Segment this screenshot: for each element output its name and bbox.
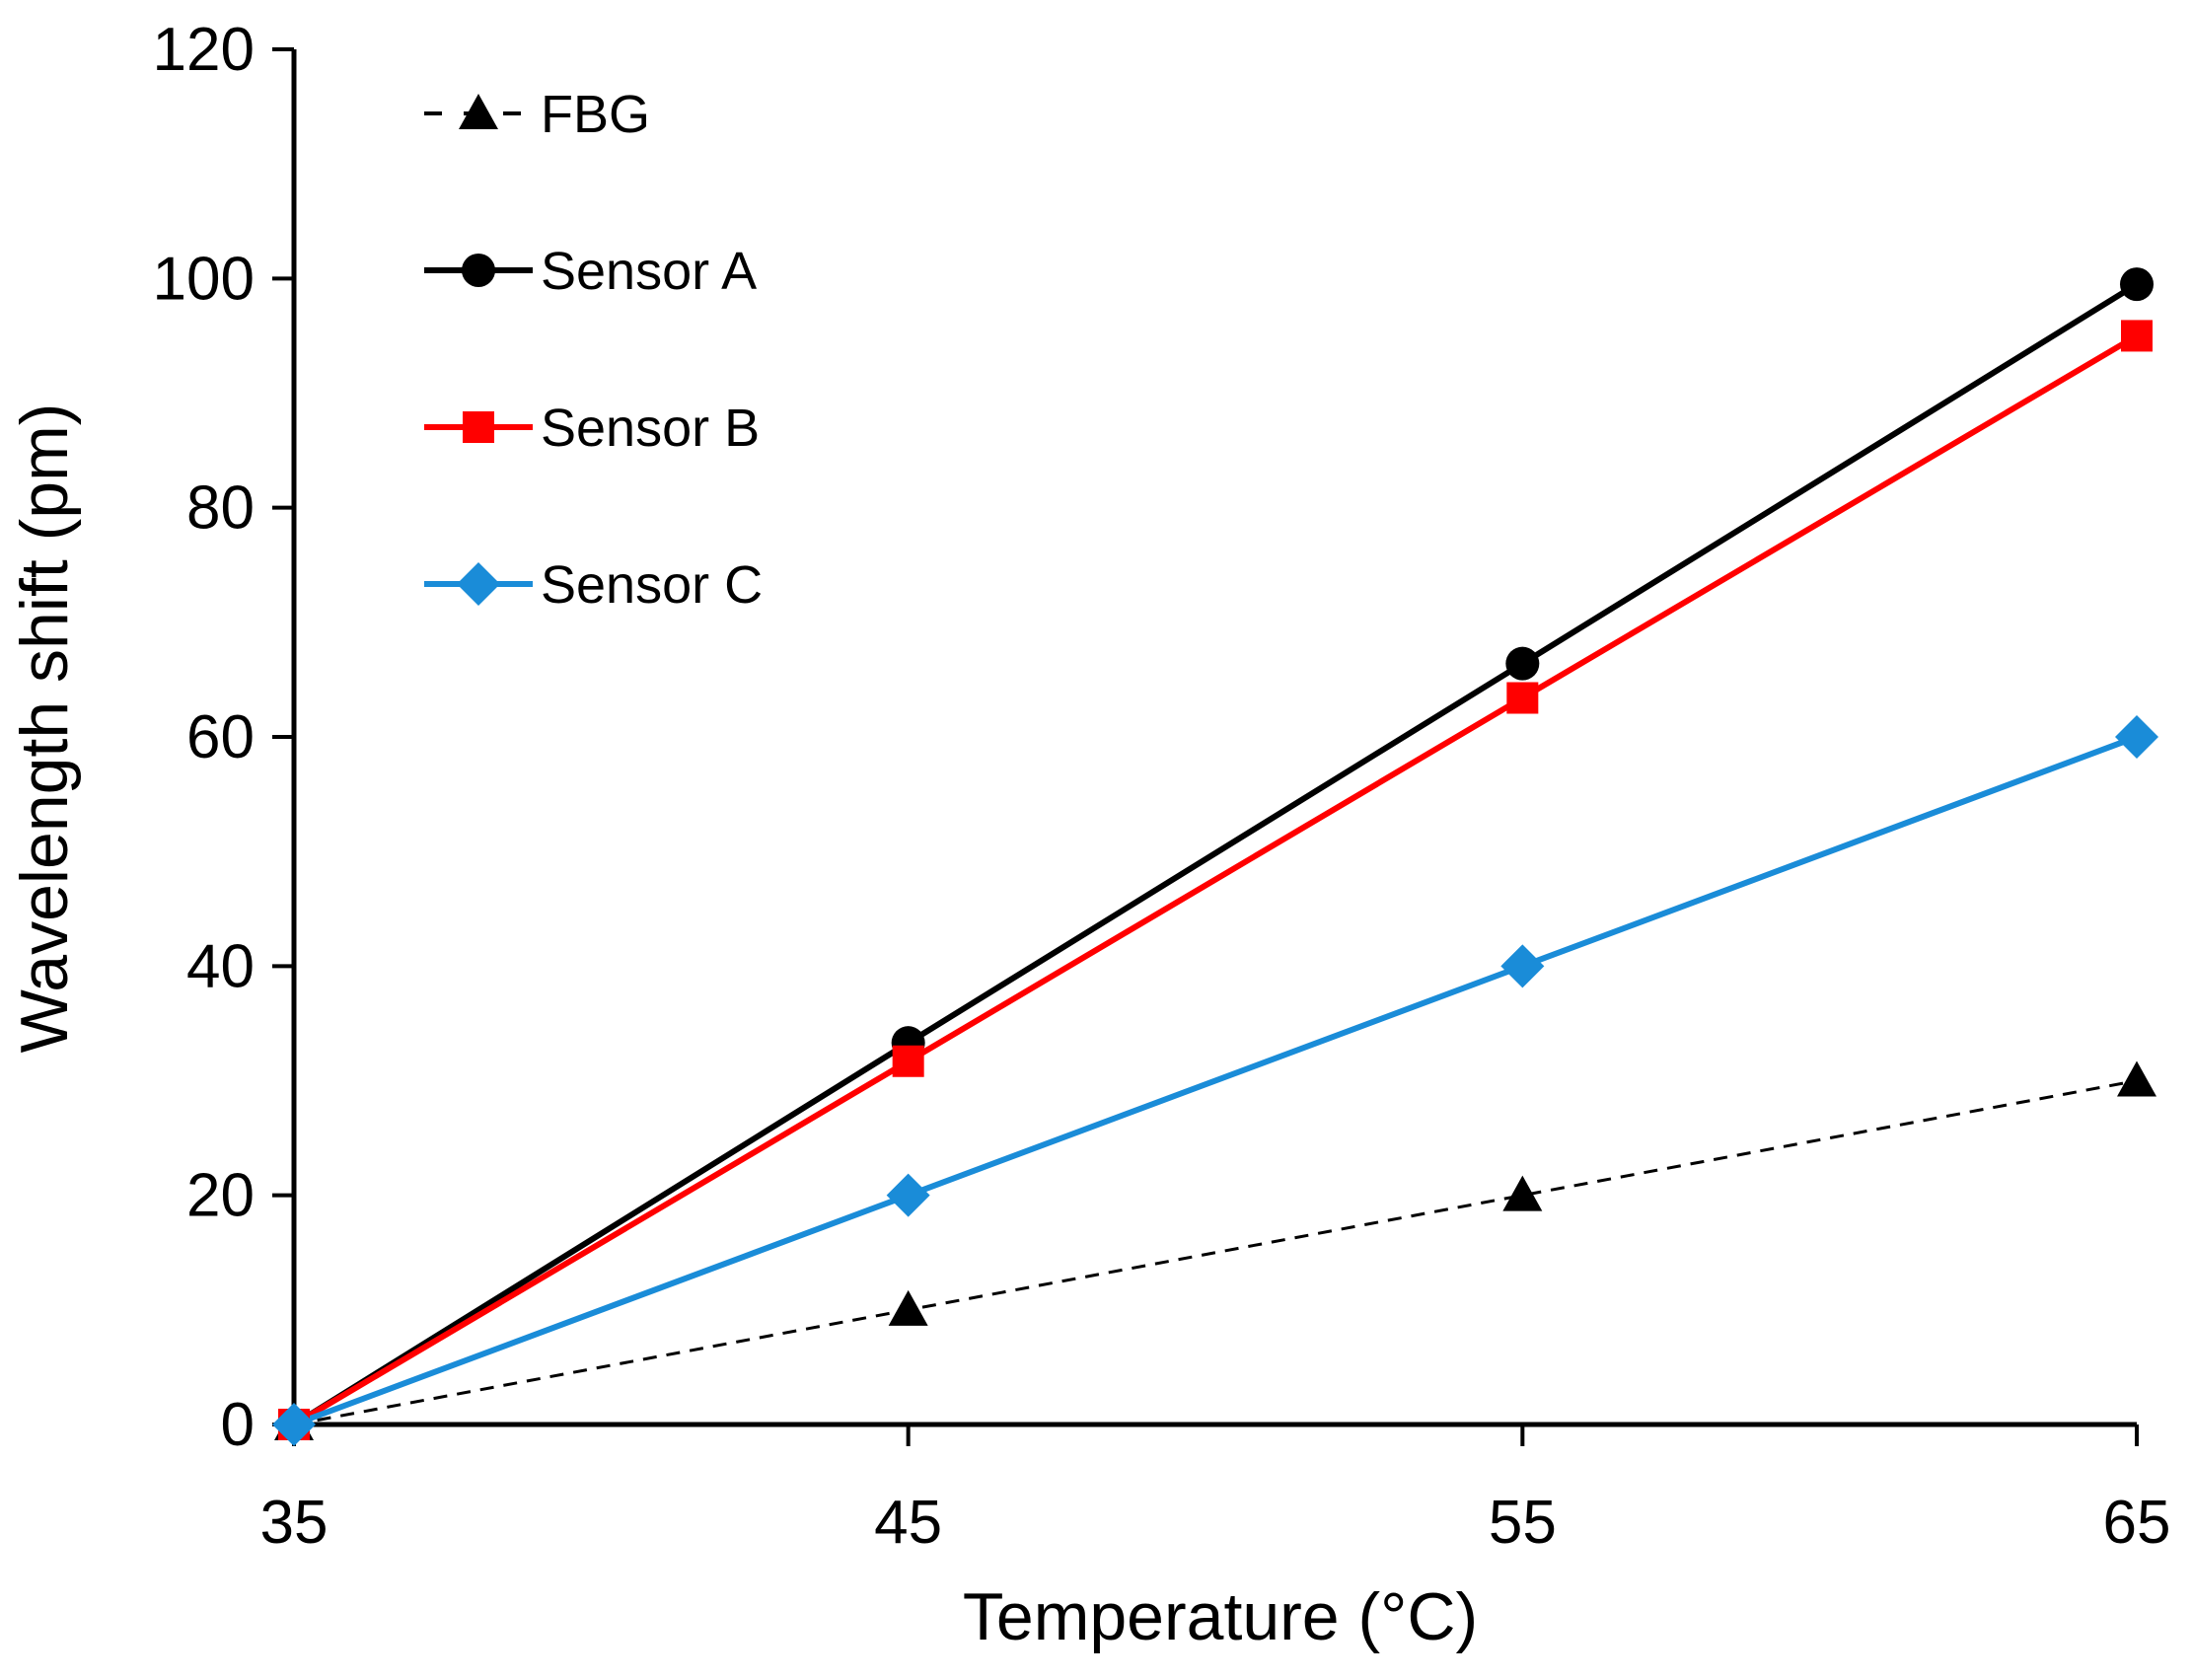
series-line-sensor-a <box>292 281 2139 1427</box>
data-point-sensor-b <box>2121 320 2153 352</box>
legend-marker-sensor-b <box>463 411 494 443</box>
legend-item-fbg: FBG <box>424 85 650 144</box>
legend-marker-sensor-c <box>457 562 500 606</box>
y-tick-label: 20 <box>186 1162 255 1230</box>
axes: 0 20 40 60 80 100 120 35 45 55 65 <box>153 16 2171 1557</box>
y-tick-label: 0 <box>221 1391 255 1459</box>
data-point-fbg <box>2117 1060 2156 1097</box>
data-point-fbg <box>888 1289 928 1326</box>
y-axis-title: Wavelength shift (pm) <box>7 403 82 1054</box>
data-point-sensor-c <box>886 1173 930 1217</box>
x-axis-title: Temperature (°C) <box>963 1579 1478 1654</box>
legend-marker-fbg <box>459 94 498 129</box>
legend-label-sensor-b: Sensor B <box>541 399 760 458</box>
legend-marker-sensor-a <box>462 254 495 287</box>
series-line-sensor-c <box>292 734 2139 1427</box>
y-tick-label: 60 <box>186 703 255 771</box>
x-tick-label: 65 <box>2103 1489 2171 1557</box>
data-point-sensor-b <box>892 1045 924 1077</box>
legend-item-sensor-b: Sensor B <box>424 399 760 458</box>
y-tick-label: 40 <box>186 932 255 1000</box>
y-tick-label: 100 <box>153 245 255 313</box>
y-tick-label: 80 <box>186 475 255 543</box>
legend-label-sensor-a: Sensor A <box>541 242 757 301</box>
legend-item-sensor-a: Sensor A <box>424 242 757 301</box>
data-point-sensor-b <box>1506 682 1539 714</box>
y-tick-label: 120 <box>153 16 255 84</box>
legend-item-sensor-c: Sensor C <box>424 555 763 615</box>
x-tick-label: 55 <box>1489 1489 1557 1557</box>
data-point-sensor-c <box>1500 944 1545 988</box>
series-line-fbg <box>293 1079 2138 1426</box>
x-tick-label: 45 <box>874 1489 942 1557</box>
data-point-sensor-a <box>2120 267 2154 302</box>
data-point-fbg <box>1502 1175 1543 1211</box>
data-point-sensor-a <box>1505 646 1540 681</box>
legend-label-sensor-c: Sensor C <box>541 555 763 615</box>
legend-label-fbg: FBG <box>541 85 650 144</box>
x-tick-label: 35 <box>260 1489 329 1557</box>
series-line-sensor-b <box>292 332 2139 1427</box>
data-point-sensor-c <box>2115 715 2158 759</box>
data-point-sensor-c <box>272 1403 316 1446</box>
series-group <box>272 267 2158 1446</box>
legend: FBG Sensor A Sensor B Sensor C <box>424 85 763 615</box>
